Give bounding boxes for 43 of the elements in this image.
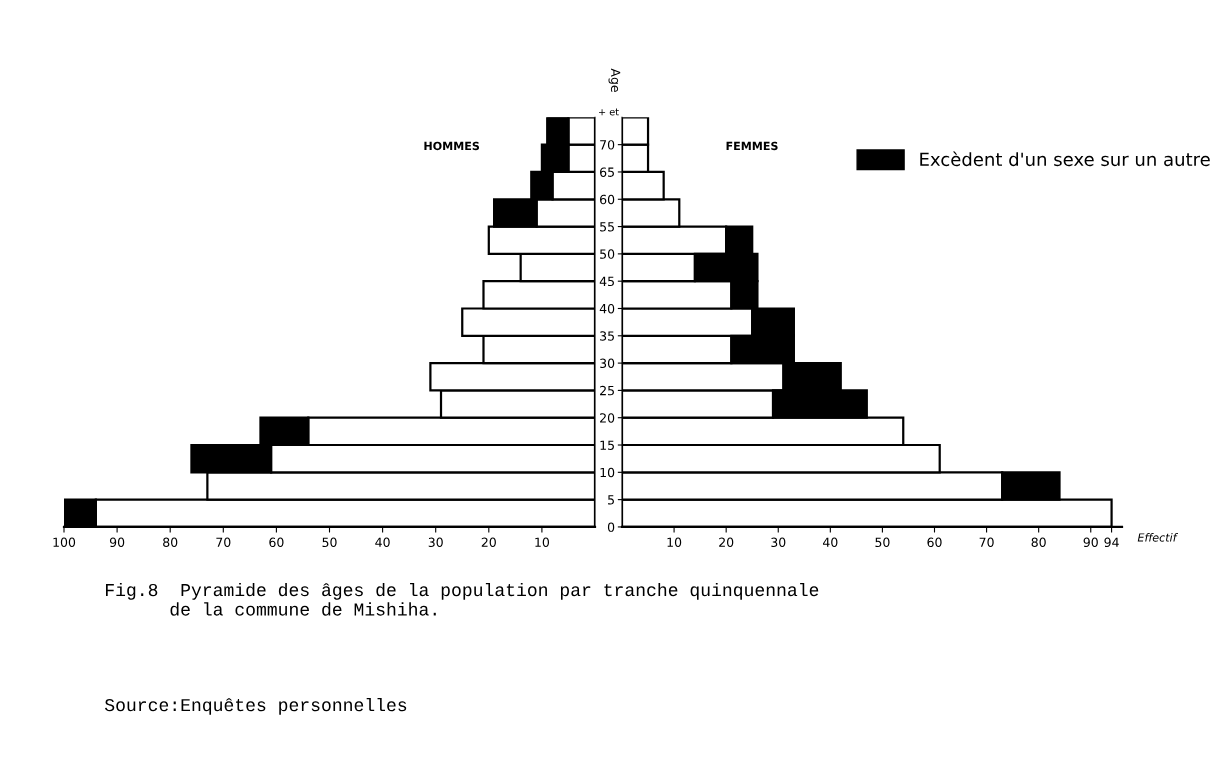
y-tick-label: 40: [599, 303, 615, 314]
x-axis-title: Effectif: [1137, 533, 1178, 542]
x-tick-label: 94: [1104, 537, 1119, 548]
x-tick-label: 10: [535, 537, 550, 548]
y-tick-label: 20: [600, 413, 615, 423]
y-tick-label: 70: [600, 140, 615, 150]
caption: Fig.8 Pyramide des âges de la population par tranche quinquennale de la commune de Mishiha.: [106, 582, 819, 616]
y-tick-label: 45: [599, 276, 614, 287]
y-tick-label: 35: [600, 331, 614, 341]
y-tick-label: 0: [607, 522, 615, 532]
y-tick-label: 25: [600, 385, 614, 396]
y-axis-title: Age: [608, 68, 621, 92]
y-tick-label: 5: [608, 495, 614, 505]
text: HOMMES: [424, 141, 480, 151]
x-tick-label: 30: [771, 537, 786, 548]
x-tick-label: 70: [216, 537, 231, 548]
legend-label: Excèdent d'un sexe sur un autre: [920, 151, 1210, 167]
y-tick-label: 15: [600, 440, 614, 450]
y-tick-label: 30: [600, 358, 615, 369]
x-tick-label: 50: [875, 537, 890, 548]
source-note: Source:Enquêtes personnelles: [104, 697, 407, 715]
y-tick-label: 60: [600, 194, 615, 205]
x-tick-label: 40: [822, 537, 838, 548]
text: FEMMES: [726, 141, 778, 151]
y-tick-label: 55: [600, 222, 614, 232]
y-tick-label: 65: [600, 167, 614, 177]
y-tick-label: 50: [600, 249, 615, 259]
x-tick-label: 80: [1031, 537, 1046, 548]
x-tick-label: 50: [322, 537, 337, 548]
x-tick-label: 90: [109, 537, 125, 548]
x-tick-label: 90: [1083, 537, 1098, 548]
x-tick-label: 20: [719, 537, 734, 548]
x-tick-label: 20: [481, 537, 496, 548]
x-tick-label: 100: [53, 537, 76, 548]
x-tick-label: 80: [163, 537, 178, 548]
x-tick-label: 60: [927, 537, 942, 548]
x-tick-label: 60: [269, 537, 284, 548]
x-tick-label: 40: [375, 537, 390, 548]
x-tick-label: 30: [428, 537, 443, 548]
text: + et: [599, 108, 619, 116]
y-tick-label: 10: [600, 467, 615, 478]
x-tick-label: 10: [667, 537, 682, 548]
x-tick-label: 70: [979, 537, 994, 548]
